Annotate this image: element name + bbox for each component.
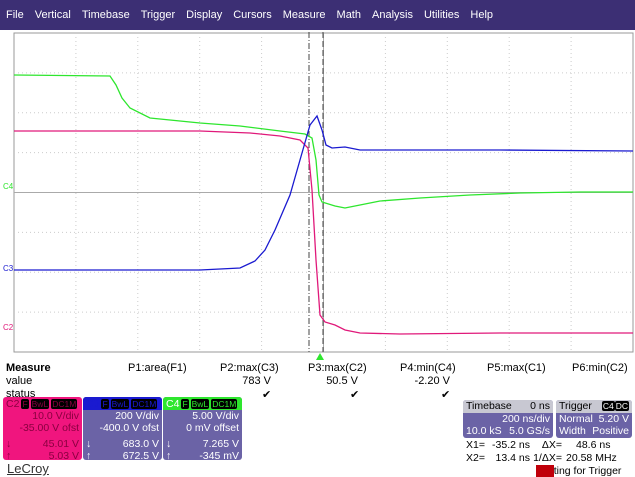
timebase-delay: 0 ns [530, 400, 550, 412]
cursor-down-value: 7.265 V [202, 438, 239, 450]
cursor-down-value: 683.0 V [122, 438, 159, 450]
measure-headers: Measure P1:area(F1) P2:max(C3) P3:max(C2… [0, 362, 635, 375]
timebase-box[interactable]: Timebase 0 ns 200 ns/div 10.0 kS 5.0 GS/s [463, 400, 553, 438]
offset: 0 mV offset [186, 422, 239, 434]
channel-c2-box[interactable]: C2 F BwL DC1M 10.0 V/div -35.00 V ofst ↓ 45.… [3, 397, 82, 462]
measure-p2[interactable]: P2:max(C3) [220, 362, 279, 374]
menu-timebase[interactable]: Timebase [81, 9, 130, 21]
channel-name: C3 [86, 397, 100, 410]
x2-value: 13.4 ns [495, 452, 530, 464]
cursor-up-value: 672.5 V [122, 450, 159, 462]
trigger-mode: Normal [559, 413, 593, 425]
cursor-up-value: 5.03 V [48, 450, 79, 462]
channel-marker-c2[interactable]: C2 [3, 323, 14, 332]
measure-title[interactable]: Measure [6, 362, 51, 374]
channel-marker-c3[interactable]: C3 [3, 264, 14, 273]
status-p3: ✔ [350, 389, 360, 401]
menu-display[interactable]: Display [186, 9, 223, 21]
tag: BwL [30, 398, 50, 409]
menu-measure[interactable]: Measure [282, 9, 326, 21]
tag: F [181, 398, 189, 409]
waveform-display[interactable]: C4 C3 C2 [0, 30, 635, 360]
dx-label: ΔX= [541, 439, 562, 451]
value-p4: -2.20 V [414, 375, 450, 387]
volts-per-div: 10.0 V/div [32, 410, 79, 422]
tag: BwL [110, 398, 130, 409]
value-p2: 783 V [242, 375, 271, 387]
menu-trigger[interactable]: Trigger [140, 9, 176, 21]
trigger-source: C4 [601, 401, 615, 411]
menu-vertical[interactable]: Vertical [34, 9, 71, 21]
measure-p6[interactable]: P6:min(C2) [572, 362, 628, 374]
channel-name: C4 [166, 397, 180, 410]
x2-label: X2= [466, 452, 485, 464]
tag: DC1M [51, 398, 78, 409]
trigger-box[interactable]: Trigger C4 DC Normal 5.20 V Width Positive [556, 400, 632, 438]
menu-file[interactable]: File [6, 9, 24, 21]
sample-rate: 5.0 GS/s [509, 425, 550, 437]
inv-dx-label: 1/ΔX= [533, 452, 562, 464]
inv-dx-value: 20.58 MHz [566, 452, 617, 464]
trigger-coupling: DC [614, 401, 629, 411]
menu-utilities[interactable]: Utilities [423, 9, 460, 21]
offset: -400.0 V ofst [99, 422, 159, 434]
measure-p3[interactable]: P3:max(C2) [308, 362, 367, 374]
sample-count: 10.0 kS [466, 425, 502, 437]
value-label: value [6, 375, 33, 387]
trigger-position-marker [316, 353, 324, 360]
volts-per-div: 5.00 V/div [192, 410, 239, 422]
time-per-div: 200 ns/div [502, 413, 550, 425]
menu-help[interactable]: Help [470, 9, 494, 21]
measure-p4[interactable]: P4:min(C4) [400, 362, 456, 374]
measure-p5[interactable]: P5:max(C1) [487, 362, 546, 374]
measure-values: value 783 V 50.5 V -2.20 V [0, 375, 635, 388]
channel-marker-c4[interactable]: C4 [3, 182, 14, 191]
cursor-down-value: 45.01 V [42, 438, 79, 450]
tag: DC1M [211, 398, 238, 409]
volts-per-div: 200 V/div [115, 410, 159, 422]
cursor-up-value: -345 mV [199, 450, 239, 462]
status-text: ting for Trigger [553, 465, 622, 477]
trigger-title: Trigger [559, 400, 592, 412]
trace-c3 [14, 114, 634, 271]
dx-value: 48.6 ns [576, 439, 611, 451]
channel-c3-box[interactable]: C3 F BwL DC1M 200 V/div -400.0 V ofst ↓ 683.… [83, 397, 162, 462]
channel-c4-box[interactable]: C4 F BwL DC1M 5.00 V/div 0 mV offset ↓ 7.265… [163, 397, 242, 462]
trigger-type: Width [559, 425, 586, 437]
trigger-slope: Positive [592, 425, 629, 437]
x1-value: -35.2 ns [492, 439, 530, 451]
trace-c4 [13, 74, 633, 209]
lecroy-logo: LeCroy [7, 461, 49, 476]
tag: F [21, 398, 29, 409]
offset: -35.00 V ofst [19, 422, 79, 434]
channel-name: C2 [6, 397, 20, 410]
x1-label: X1= [466, 439, 485, 451]
status-highlight: Wai [536, 465, 554, 477]
status-p2: ✔ [262, 389, 272, 401]
menu-cursors[interactable]: Cursors [233, 9, 272, 21]
value-p3: 50.5 V [326, 375, 358, 387]
acquisition-status: Waiting for Trigger [536, 465, 621, 477]
status-p4: ✔ [441, 389, 451, 401]
timebase-title: Timebase [466, 400, 512, 412]
menu-math[interactable]: Math [336, 9, 361, 21]
trigger-level: 5.20 V [598, 413, 629, 425]
tag: DC1M [131, 398, 158, 409]
measure-p1[interactable]: P1:area(F1) [128, 362, 187, 374]
tag: BwL [190, 398, 210, 409]
trace-c2 [14, 130, 633, 335]
tag: F [101, 398, 109, 409]
menu-analysis[interactable]: Analysis [372, 9, 413, 21]
cursor-readout: X1= -35.2 ns ΔX= 48.6 ns X2= 13.4 ns 1/Δ… [466, 439, 635, 465]
menu-bar: File Vertical Timebase Trigger Display C… [0, 0, 635, 30]
